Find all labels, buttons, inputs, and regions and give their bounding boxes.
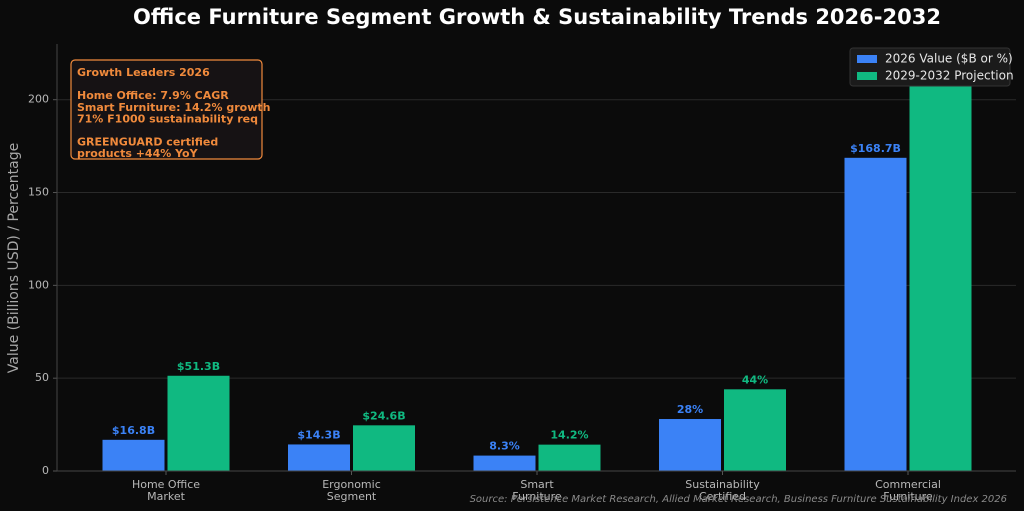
bars — [102, 73, 972, 471]
annotation-line: Smart Furniture: 14.2% growth — [77, 101, 270, 114]
annotation-box: Growth Leaders 2026 Home Office: 7.9% CA… — [70, 59, 270, 160]
legend-label-projection: 2029-2032 Projection — [885, 69, 1014, 83]
bar-projection-4 — [909, 73, 972, 471]
bar-2026-1 — [288, 444, 350, 471]
annotation-line: 71% F1000 sustainability req — [77, 112, 258, 125]
data-label: 8.3% — [489, 440, 520, 453]
y-tick-label: 50 — [35, 371, 49, 384]
y-axis-label: Value (Billions USD) / Percentage — [6, 143, 22, 373]
bar-2026-2 — [473, 455, 536, 471]
data-labels: $16.8B $51.3B $14.3B $24.6B 8.3% 14.2% 28% 44% $… — [112, 142, 901, 453]
category-labels: Home OfficeMarketErgonomicSegmentSmartFu… — [132, 471, 941, 503]
bar-2026-4 — [844, 157, 907, 471]
bar-projection-0 — [167, 375, 230, 471]
data-label: 44% — [742, 373, 768, 386]
category-label: Furniture — [512, 490, 562, 503]
annotation-line: Home Office: 7.9% CAGR — [77, 89, 229, 102]
source-note: Source: Persistence Market Research, All… — [470, 494, 1007, 505]
y-tick-label: 100 — [28, 278, 49, 291]
data-label: 14.2% — [550, 429, 588, 442]
y-ticks: 0 50 100 150 200 — [28, 93, 57, 477]
bar-2026-3 — [659, 419, 721, 471]
chart-title: Office Furniture Segment Growth & Sustai… — [133, 5, 941, 29]
category-label: Sustainability — [685, 478, 760, 491]
annotation-title: Growth Leaders 2026 — [77, 66, 210, 79]
category-label: Certified — [699, 490, 746, 503]
category-label: Market — [147, 490, 185, 503]
legend-frame — [849, 47, 1011, 87]
category-label: Home Office — [132, 478, 200, 491]
y-tick-label: 0 — [42, 464, 49, 477]
category-label: Smart — [520, 478, 554, 491]
category-label: Segment — [327, 490, 377, 503]
annotation-line: GREENGUARD certified — [77, 136, 218, 149]
legend-label-2026: 2026 Value ($B or %) — [885, 52, 1013, 66]
bar-projection-1 — [353, 425, 415, 471]
data-label: $24.6B — [362, 409, 405, 422]
category-label: Commercial — [875, 478, 941, 491]
y-tick-label: 150 — [28, 186, 49, 199]
legend-swatch-projection — [857, 72, 877, 80]
data-label: 28% — [677, 403, 703, 416]
annotation-frame — [70, 59, 263, 160]
data-label: $14.3B — [297, 428, 340, 441]
y-tick-label: 200 — [28, 93, 49, 106]
bar-projection-2 — [538, 444, 601, 471]
category-label: Ergonomic — [322, 478, 381, 491]
data-label: $16.8B — [112, 424, 155, 437]
annotation-line: products +44% YoY — [77, 147, 199, 160]
legend: 2026 Value ($B or %) 2029-2032 Projectio… — [849, 47, 1014, 87]
legend-swatch-2026 — [857, 55, 877, 63]
bar-projection-3 — [724, 389, 786, 471]
category-label: Furniture — [883, 490, 933, 503]
data-label: $51.3B — [177, 360, 220, 373]
bar-2026-0 — [102, 439, 165, 471]
data-label: $168.7B — [850, 142, 901, 155]
